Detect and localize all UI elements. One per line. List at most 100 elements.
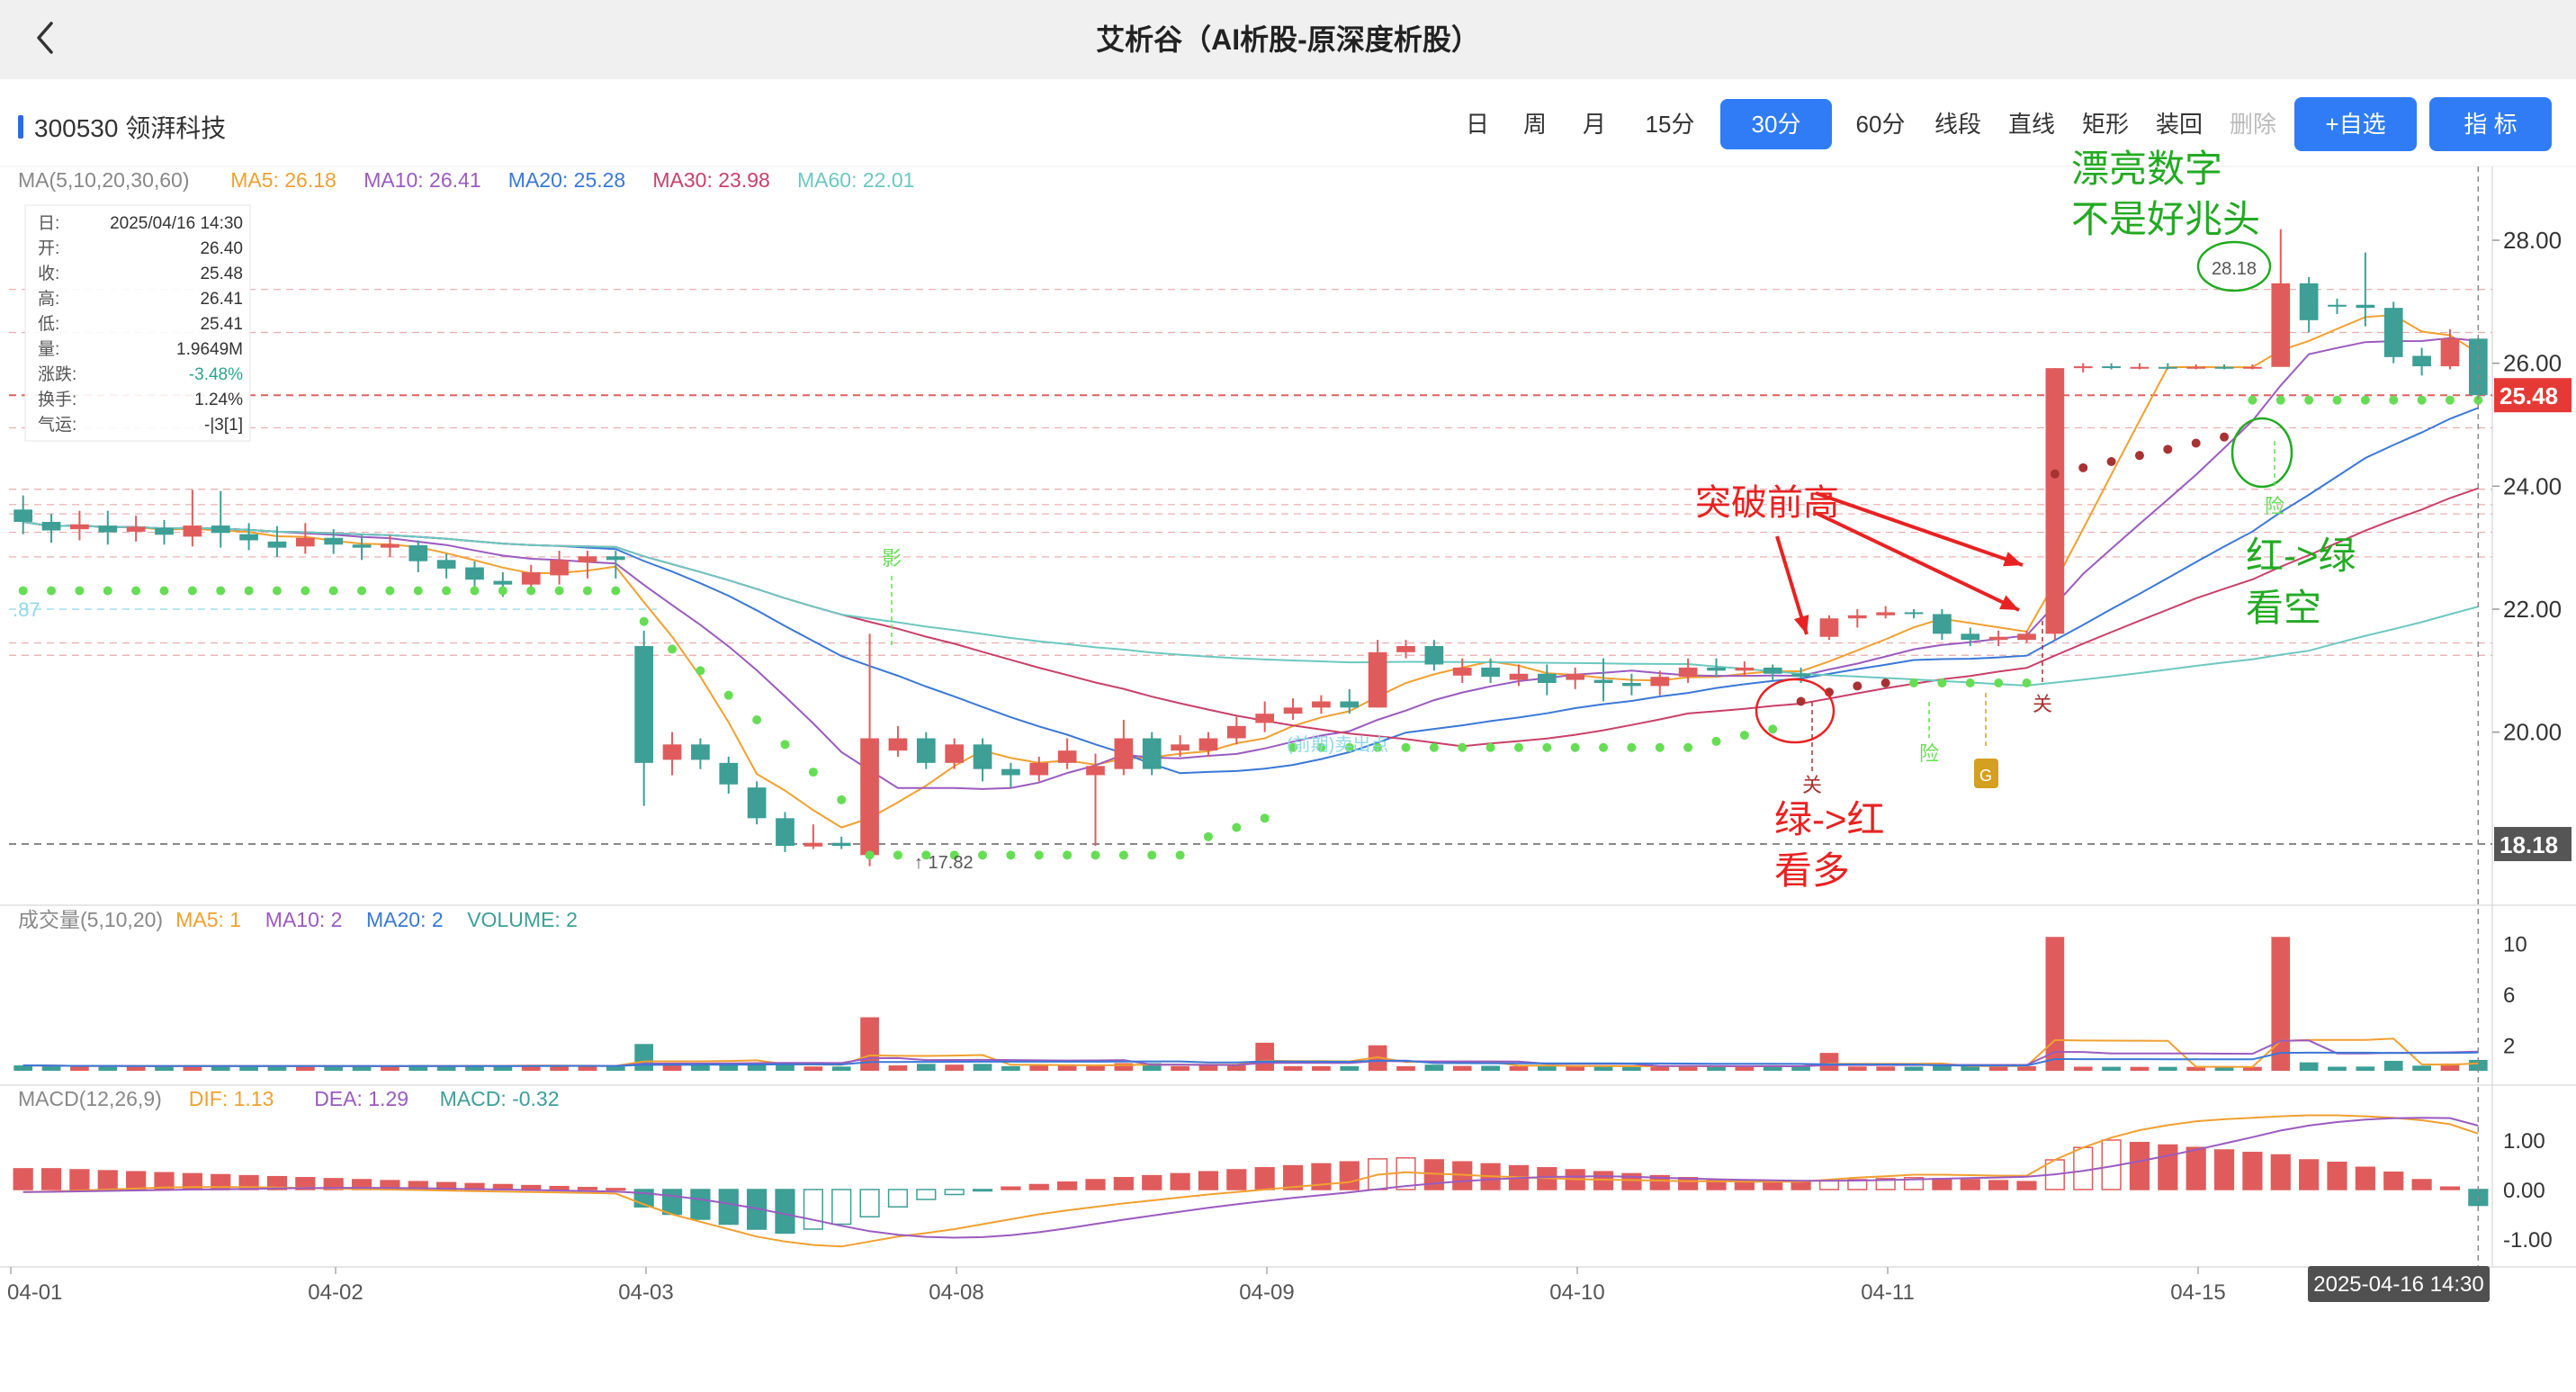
macd-tick-label: 1.00 — [2503, 1129, 2545, 1154]
x-axis-label: 04-11 — [1861, 1280, 1915, 1305]
ma10-line — [22, 337, 2479, 790]
volume-bar — [41, 1065, 61, 1071]
sar-dot — [2078, 463, 2088, 472]
tool-delete[interactable]: 删除 — [2229, 111, 2276, 138]
sar-dot — [1683, 742, 1693, 752]
volume-bar — [1142, 1063, 1162, 1071]
candle-body — [1396, 646, 1415, 652]
tool-straight-line[interactable]: 直线 — [2007, 111, 2055, 138]
volume-bar — [973, 1064, 992, 1071]
candle-body — [126, 526, 146, 532]
volume-bar — [2243, 1066, 2262, 1071]
candle-body — [1593, 679, 1613, 683]
macd-histogram-bar — [1818, 1180, 1840, 1190]
candle-body — [1424, 646, 1444, 665]
macd-histogram-bar — [2016, 1181, 2037, 1190]
sar-dot — [2445, 395, 2455, 405]
period-tab-day[interactable]: 日 — [1465, 111, 1489, 138]
volume-bar — [2328, 1066, 2347, 1071]
volume-bar — [747, 1063, 767, 1071]
sar-dot — [18, 586, 28, 596]
period-tab-week[interactable]: 周 — [1522, 111, 1547, 138]
volume-bar — [719, 1064, 739, 1071]
period-tab-15min[interactable]: 15分 — [1645, 111, 1695, 138]
macd-histogram-bar — [1932, 1178, 1952, 1190]
candle-body — [1650, 677, 1670, 687]
sar-dot — [1994, 678, 2004, 687]
sar-dot — [1034, 850, 1044, 860]
volume-bar — [239, 1065, 258, 1071]
sar-dot — [780, 740, 790, 750]
macd-histogram-bar — [916, 1189, 937, 1200]
volume-legend-item: 成交量(5,10,20) — [18, 908, 163, 931]
macd-histogram-bar — [13, 1168, 33, 1190]
volume-bar — [916, 1064, 936, 1071]
volume-bar — [211, 1065, 230, 1071]
candle-body — [239, 534, 258, 541]
sar-dot — [2163, 445, 2173, 454]
macd-histogram-bar — [1791, 1181, 1811, 1190]
sar-dot — [2360, 395, 2370, 405]
macd-histogram-bar — [2355, 1166, 2375, 1190]
candle-body — [691, 744, 710, 760]
volume-bar — [2383, 1060, 2403, 1071]
period-tab-month[interactable]: 月 — [1582, 111, 1606, 138]
macd-histogram-bar — [577, 1187, 598, 1190]
volume-bar — [662, 1064, 682, 1071]
annotation-circle — [2196, 240, 2272, 292]
volume-bar — [324, 1065, 344, 1071]
candle-body — [1622, 683, 1641, 687]
sar-dot — [978, 850, 988, 860]
volume-bar — [606, 1066, 625, 1071]
volume-bar — [1988, 1066, 2008, 1071]
volume-bar — [1312, 1065, 1331, 1071]
info-value: 26.41 — [200, 290, 243, 309]
sar-dot — [1175, 850, 1185, 860]
sar-dot — [1542, 742, 1552, 752]
period-tab-60min[interactable]: 60分 — [1855, 111, 1906, 138]
annotation-bullish: 看多 — [1774, 849, 1850, 892]
candle-body — [1933, 614, 1952, 634]
tool-load[interactable]: 装回 — [2155, 111, 2203, 138]
candle-body — [662, 744, 682, 760]
candle-body — [70, 524, 89, 530]
indicator-button[interactable]: 指 标 — [2429, 97, 2552, 151]
sar-dot — [808, 768, 818, 777]
add-watchlist-button[interactable]: +自选 — [2294, 97, 2417, 151]
faint-label: (前期)卖出点 — [1287, 734, 1388, 755]
candle-body — [295, 537, 315, 547]
volume-legend-item: MA5: 1 — [175, 908, 241, 931]
sar-dot — [1063, 850, 1073, 860]
candle-body — [2073, 366, 2093, 369]
candle-body — [1368, 651, 1387, 708]
candle-body — [1086, 766, 1105, 776]
candle-body — [41, 521, 61, 531]
volume-bar — [1509, 1065, 1529, 1071]
sar-dot — [1655, 742, 1665, 752]
candle-body — [1340, 701, 1360, 708]
volume-bar — [1001, 1065, 1020, 1071]
tool-segment[interactable]: 线段 — [1934, 111, 1981, 138]
back-button[interactable] — [20, 13, 70, 63]
sar-dot — [131, 586, 141, 596]
candle-body — [1537, 673, 1557, 683]
volume-bar — [1735, 1066, 1755, 1071]
volume-bar — [578, 1065, 597, 1071]
sar-dot — [159, 586, 169, 596]
period-tab-30min[interactable]: 30分 — [1720, 99, 1832, 149]
macd-histogram-bar — [887, 1189, 909, 1208]
volume-bar — [803, 1066, 823, 1071]
sar-dot — [752, 715, 762, 724]
macd-histogram-bar — [1085, 1179, 1106, 1190]
macd-dif-line — [22, 1114, 2479, 1248]
candle-body — [860, 738, 879, 856]
tool-rectangle[interactable]: 矩形 — [2081, 111, 2129, 138]
candle-body — [381, 543, 399, 548]
volume-bar — [2271, 937, 2291, 1071]
info-value: -|3[1] — [204, 416, 243, 435]
volume-bar — [1763, 1065, 1782, 1071]
macd-histogram-bar — [266, 1175, 288, 1190]
volume-bar — [2130, 1066, 2150, 1071]
price-tick-label: 26.00 — [2503, 350, 2562, 377]
